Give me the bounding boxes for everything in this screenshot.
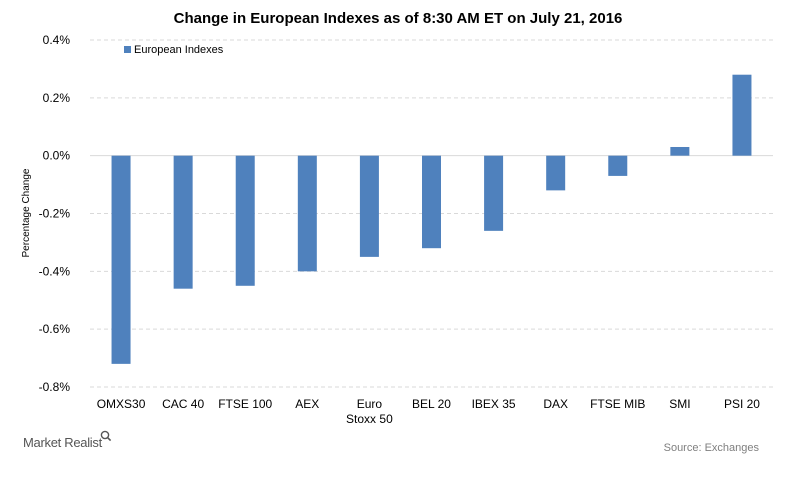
bar bbox=[484, 155, 504, 231]
x-tick-label: PSI 20 bbox=[724, 397, 760, 411]
chart-title: Change in European Indexes as of 8:30 AM… bbox=[174, 10, 623, 27]
legend-swatch bbox=[124, 46, 131, 53]
y-tick-label: -0.4% bbox=[39, 264, 71, 278]
y-tick-label: 0.2% bbox=[43, 91, 71, 105]
bar bbox=[732, 74, 752, 156]
brand-logo: Market Realist bbox=[23, 430, 112, 450]
bar bbox=[173, 155, 193, 289]
bars bbox=[111, 74, 752, 364]
bar bbox=[111, 155, 131, 364]
bar bbox=[297, 155, 317, 272]
x-tick-label: FTSE 100 bbox=[218, 397, 272, 411]
x-tick-label: Stoxx 50 bbox=[346, 412, 393, 426]
x-tick-label: Euro bbox=[357, 397, 383, 411]
x-tick-label: IBEX 35 bbox=[472, 397, 516, 411]
x-tick-label: OMXS30 bbox=[97, 397, 146, 411]
gridlines bbox=[90, 39, 773, 388]
bar bbox=[422, 155, 441, 249]
y-tick-label: -0.2% bbox=[39, 207, 71, 221]
x-tick-label: CAC 40 bbox=[162, 397, 204, 411]
y-tick-label: -0.8% bbox=[39, 380, 71, 394]
x-tick-label: FTSE MIB bbox=[590, 397, 645, 411]
y-tick-label: 0.0% bbox=[43, 149, 71, 163]
x-tick-label: AEX bbox=[295, 397, 319, 411]
bar bbox=[235, 155, 255, 286]
bar bbox=[670, 146, 690, 156]
bar bbox=[359, 155, 379, 257]
magnifier-icon bbox=[100, 430, 112, 442]
x-tick-label: BEL 20 bbox=[412, 397, 451, 411]
x-tick-label: SMI bbox=[669, 397, 690, 411]
source-note: Source: Exchanges bbox=[664, 442, 760, 454]
y-tick-label: 0.4% bbox=[43, 33, 71, 47]
y-tick-label: -0.6% bbox=[39, 322, 71, 336]
legend-label: European Indexes bbox=[134, 44, 224, 56]
bar bbox=[546, 155, 566, 191]
legend: European Indexes bbox=[124, 44, 224, 56]
bar bbox=[608, 155, 628, 176]
brand-name: Market Realist bbox=[23, 435, 103, 450]
x-tick-label: DAX bbox=[543, 397, 568, 411]
y-axis-title: Percentage Change bbox=[21, 168, 32, 257]
y-tick-labels: 0.4% 0.2% 0.0% -0.2% -0.4% -0.6% -0.8% bbox=[39, 33, 71, 394]
